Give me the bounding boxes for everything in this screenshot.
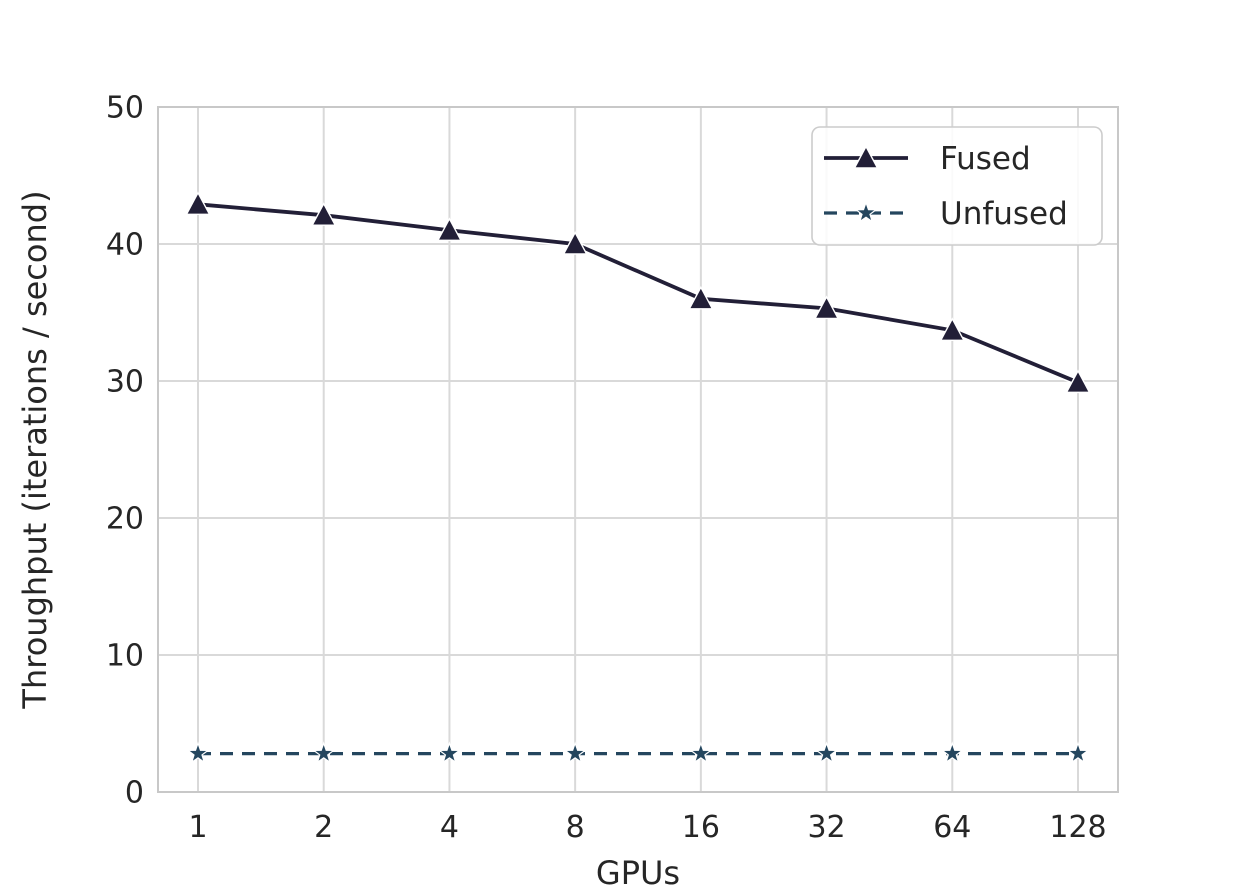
x-axis-label: GPUs	[596, 854, 680, 891]
unfused-star-marker	[1066, 741, 1090, 764]
unfused-star-marker	[563, 741, 587, 764]
legend-layer: Fused Unfused	[811, 126, 1103, 246]
plot-border-layer	[157, 106, 1119, 793]
fused-triangle-marker	[1065, 369, 1091, 394]
x-tick-label: 128	[1049, 810, 1106, 845]
fused-series	[185, 191, 1091, 394]
x-tick-label: 2	[314, 810, 333, 845]
legend-fused-triangle-marker	[853, 145, 879, 169]
x-tick-label: 4	[440, 810, 459, 845]
fused-triangle-marker	[562, 231, 588, 255]
fused-triangle-marker	[813, 295, 840, 320]
x-tick-label: 16	[682, 810, 720, 845]
legend-entry-fused: Fused	[824, 141, 1031, 177]
x-tick-label: 1	[188, 810, 207, 845]
x-tick-label: 8	[566, 810, 585, 845]
unfused-star-marker	[437, 741, 462, 764]
y-tick-label: 30	[106, 365, 144, 400]
y-tick-label: 20	[106, 502, 144, 537]
unfused-star-marker	[186, 741, 210, 764]
x-tick-label: 64	[933, 810, 971, 845]
fused-triangle-marker	[939, 317, 965, 342]
y-tick-label: 40	[106, 228, 144, 263]
y-tick-label: 0	[125, 776, 144, 811]
legend-entry-unfused: Unfused	[824, 196, 1068, 232]
axis-layer: 0 10 20 30 40 50 1 2 4 8 16 32 64 128 GPUs Throughput (…	[16, 91, 1107, 891]
fused-triangle-marker	[688, 285, 714, 310]
unfused-star-marker	[311, 741, 336, 764]
series-layer	[185, 191, 1091, 764]
legend-label-unfused: Unfused	[940, 196, 1068, 232]
y-axis-label: Throughput (iterations / second)	[16, 190, 54, 709]
legend-label-fused: Fused	[940, 141, 1031, 177]
fused-triangle-marker	[185, 191, 211, 215]
plot-border	[157, 106, 1119, 793]
y-tick-label: 10	[106, 639, 144, 674]
fused-line	[197, 202, 1079, 385]
unfused-star-marker	[940, 741, 965, 764]
unfused-series	[186, 741, 1090, 764]
unfused-star-marker	[689, 741, 713, 764]
fused-triangle-marker	[436, 217, 463, 242]
unfused-star-marker	[814, 741, 839, 764]
legend-unfused-star-marker	[854, 200, 878, 223]
x-tick-label: 32	[807, 810, 845, 845]
fused-triangle-marker	[311, 202, 337, 226]
y-tick-label: 50	[106, 91, 144, 126]
